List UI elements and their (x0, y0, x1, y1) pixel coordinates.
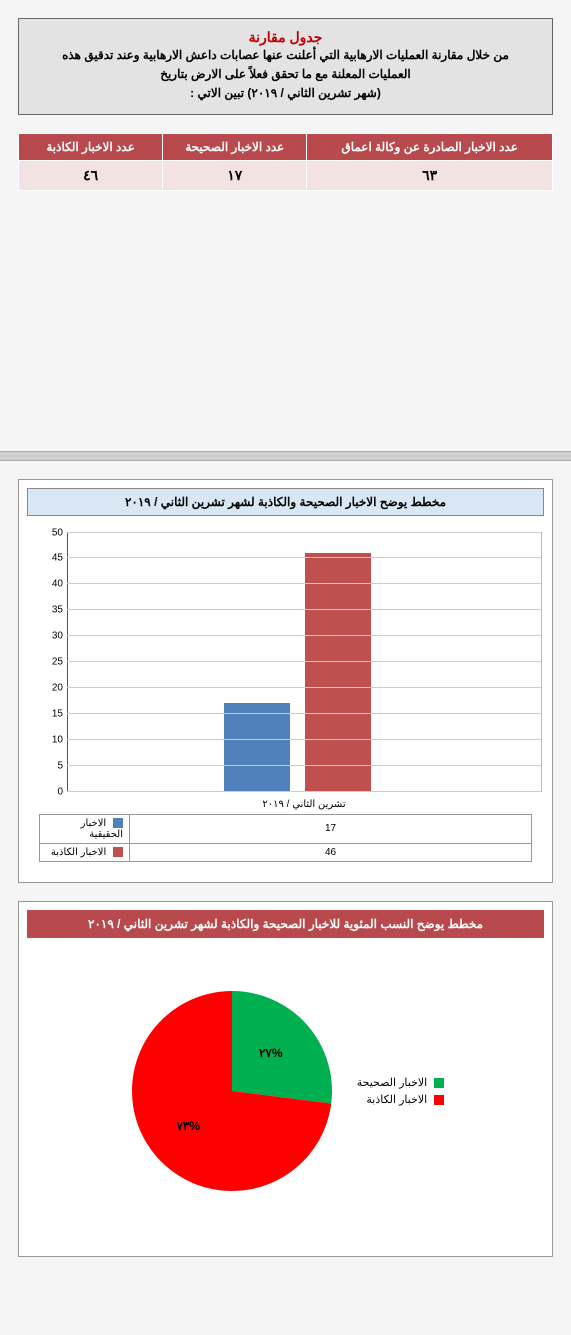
y-tick-label: 50 (33, 527, 63, 538)
summary-table: عدد الاخبار الصادرة عن وكالة اعماق عدد ا… (18, 133, 553, 191)
pie-chart: %٢٧ %٧٣ (127, 986, 337, 1196)
y-tick-label: 5 (33, 760, 63, 771)
bar-chart-xlabel: تشرين الثاني / ٢٠١٩ (67, 799, 541, 810)
y-tick-label: 40 (33, 579, 63, 590)
pie-slice-label: %٧٣ (176, 1119, 200, 1133)
bar-chart-title: مخطط يوضح الاخبار الصحيحة والكاذبة لشهر … (27, 488, 544, 516)
bar-chart-legend-table: الاخبار الحقيقية17 الاخبار الكاذبة46 (39, 814, 532, 862)
y-tick-label: 0 (33, 786, 63, 797)
bar-chart-plot: تشرين الثاني / ٢٠١٩ 05101520253035404550 (67, 532, 542, 792)
y-tick-label: 20 (33, 682, 63, 693)
y-tick-label: 30 (33, 631, 63, 642)
table-header: عدد الاخبار الكاذبة (19, 133, 163, 160)
bar (224, 703, 290, 791)
header-body: من خلال مقارنة العمليات الارهابية التي أ… (33, 46, 538, 104)
bar-chart-panel: مخطط يوضح الاخبار الصحيحة والكاذبة لشهر … (18, 479, 553, 883)
pie-chart-legend: الاخبار الصحيحة الاخبار الكاذبة (357, 1072, 445, 1110)
y-tick-label: 45 (33, 553, 63, 564)
y-tick-label: 35 (33, 605, 63, 616)
table-header: عدد الاخبار الصحيحة (163, 133, 307, 160)
header-box: جدول مقارنة من خلال مقارنة العمليات الار… (18, 18, 553, 115)
table-header: عدد الاخبار الصادرة عن وكالة اعماق (307, 133, 553, 160)
pie-chart-panel: مخطط يوضح النسب المئوية للاخبار الصحيحة … (18, 901, 553, 1257)
table-row: ٦٣ ١٧ ٤٦ (19, 160, 553, 190)
header-title: جدول مقارنة (33, 29, 538, 46)
y-tick-label: 10 (33, 734, 63, 745)
pie-slice-label: %٢٧ (259, 1046, 283, 1060)
bar (305, 553, 371, 790)
y-tick-label: 15 (33, 708, 63, 719)
pie-chart-title: مخطط يوضح النسب المئوية للاخبار الصحيحة … (27, 910, 544, 938)
y-tick-label: 25 (33, 657, 63, 668)
section-divider (0, 451, 571, 461)
